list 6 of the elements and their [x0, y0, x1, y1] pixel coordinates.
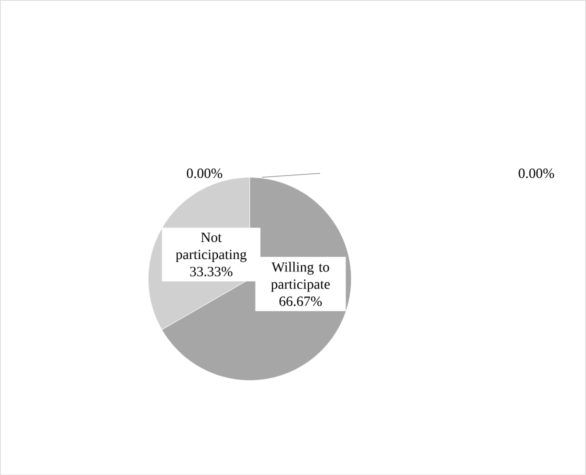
- text: 0.00%: [518, 168, 554, 178]
- text: 0.00%: [186, 168, 222, 178]
- slice-label: Willing to participate: [271, 262, 330, 292]
- data-label: 66.67%: [279, 296, 322, 306]
- slice-label: Not participating: [176, 232, 246, 262]
- data-label: 33.33%: [190, 266, 232, 276]
